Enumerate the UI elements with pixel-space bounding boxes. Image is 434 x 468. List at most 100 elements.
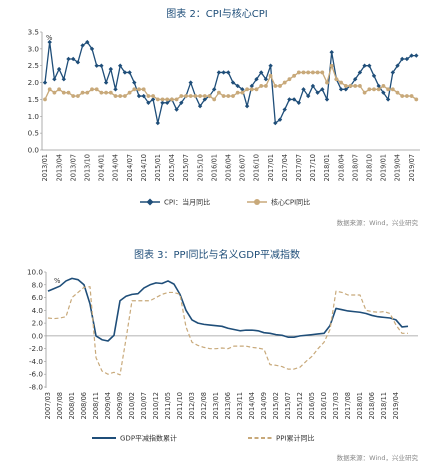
- core-cpi-point: [198, 94, 203, 98]
- circle-icon: [254, 199, 260, 205]
- x-tick-label: 2016/10: [320, 392, 328, 419]
- core-cpi-point: [282, 80, 287, 85]
- x-tick-label: 2008/01: [68, 392, 76, 419]
- x-tick-label: 2010/07: [140, 392, 148, 419]
- cpi-point: [61, 77, 66, 82]
- cpi-point: [127, 70, 132, 75]
- cpi-point: [160, 100, 165, 105]
- x-tick-label: 2013/10: [84, 154, 92, 181]
- series-line-1: [47, 286, 408, 376]
- core-cpi-point: [113, 94, 118, 98]
- core-cpi-point: [320, 70, 325, 75]
- core-cpi-point: [301, 70, 306, 75]
- x-tick-label: 2018/07: [351, 154, 359, 181]
- cpi-point: [367, 63, 372, 68]
- cpi-point: [254, 77, 259, 82]
- x-tick-label: 2019/04: [392, 392, 400, 419]
- core-cpi-point: [235, 90, 240, 95]
- core-cpi-point: [376, 87, 381, 92]
- x-tick-label: 2008/06: [80, 392, 88, 419]
- x-tick-label: 2013/07: [69, 154, 77, 181]
- cpi-point: [306, 93, 311, 99]
- cpi-point: [414, 53, 419, 58]
- x-tick-label: 2014/01: [98, 154, 106, 181]
- core-cpi-point: [170, 97, 174, 102]
- legend-cpi-monthly: CPI：当月同比: [140, 198, 210, 207]
- core-cpi-point: [268, 73, 273, 78]
- x-tick-label: 2007/03: [44, 392, 52, 419]
- core-cpi-point: [193, 94, 198, 98]
- cpi-point: [249, 83, 254, 89]
- ppi-x-axis: 2007/03 2007/08 2008/01 2008/06 2008/11 2009/…: [44, 392, 400, 419]
- cpi-point: [263, 77, 269, 82]
- cpi-point: [150, 97, 156, 102]
- cpi-point: [42, 80, 48, 85]
- core-cpi-point: [94, 87, 99, 92]
- x-tick-label: 2013/06: [224, 392, 232, 419]
- y-tick-label: -8.0: [29, 383, 43, 392]
- y-tick-label: -2.0: [29, 344, 43, 353]
- y-tick-label: 0.0: [28, 146, 40, 155]
- cpi-point: [56, 66, 62, 72]
- cpi-point: [320, 87, 325, 92]
- x-tick-label: 2018/01: [323, 154, 331, 181]
- x-tick-label: 2017/10: [309, 154, 317, 181]
- cpi-point: [80, 43, 85, 48]
- core-cpi-point: [43, 97, 47, 102]
- core-cpi-point: [71, 94, 76, 98]
- core-cpi-point: [249, 87, 254, 92]
- x-tick-label: 2015/07: [284, 392, 292, 419]
- ppi-chart-source: 数据来源：Wind，兴业研究: [337, 453, 419, 462]
- legend-core-cpi-label: 核心CPI同比: [271, 198, 310, 207]
- cpi-point: [282, 107, 287, 112]
- cpi-point: [315, 90, 320, 95]
- x-tick-label: 2017/03: [332, 392, 340, 419]
- ppi-series-group: [47, 277, 409, 376]
- core-cpi-point: [179, 94, 184, 98]
- cpi-point: [197, 103, 203, 109]
- core-cpi-point: [76, 94, 80, 98]
- legend-ppi-label: PPI累计同比: [276, 434, 315, 443]
- core-cpi-point: [334, 77, 339, 82]
- cpi-point: [99, 63, 104, 68]
- x-tick-label: 2019/07: [408, 154, 416, 181]
- cpi-point: [244, 103, 250, 109]
- cpi-point: [371, 73, 377, 79]
- cpi-series-group: [42, 39, 419, 126]
- cpi-point: [75, 60, 81, 65]
- core-cpi-point: [362, 90, 367, 95]
- x-tick-label: 2017/07: [295, 154, 303, 181]
- x-tick-label: 2014/04: [112, 154, 120, 181]
- cpi-point: [118, 63, 123, 68]
- x-tick-label: 2016/04: [225, 154, 233, 181]
- core-cpi-point: [66, 90, 71, 95]
- core-cpi-point: [184, 94, 188, 98]
- ppi-chart-title: 图表 3：PPI同比与名义GDP平减指数: [134, 248, 300, 261]
- core-cpi-point: [202, 94, 207, 98]
- y-tick-label: 0.5: [28, 129, 39, 138]
- cpi-point: [376, 83, 381, 89]
- x-tick-label: 2019/04: [394, 154, 402, 181]
- x-tick-label: 2011/05: [164, 392, 172, 419]
- cpi-point: [132, 80, 137, 85]
- cpi-point: [155, 120, 160, 126]
- core-cpi-point: [278, 84, 282, 88]
- cpi-chart-unit: %: [46, 34, 53, 42]
- core-cpi-point: [348, 84, 353, 88]
- core-cpi-point: [47, 87, 52, 92]
- legend-gdp-deflator: GDP平减指数累计: [92, 434, 177, 443]
- y-tick-label: 0.0: [32, 331, 44, 340]
- cpi-point: [385, 97, 391, 102]
- core-cpi-point: [132, 87, 137, 92]
- cpi-point: [400, 56, 405, 62]
- core-cpi-point: [390, 87, 395, 92]
- core-cpi-point: [108, 90, 113, 95]
- cpi-point: [94, 63, 99, 68]
- core-cpi-point: [123, 94, 127, 98]
- core-cpi-point: [405, 94, 409, 98]
- core-cpi-point: [409, 94, 414, 98]
- core-cpi-point: [367, 87, 372, 92]
- core-cpi-point: [296, 70, 301, 75]
- cpi-point: [141, 93, 146, 99]
- cpi-chart: 图表 2：CPI与核心CPI % 0.0 0.5 1.0 1.5 2.0 2.5 3.0 3.…: [28, 7, 420, 227]
